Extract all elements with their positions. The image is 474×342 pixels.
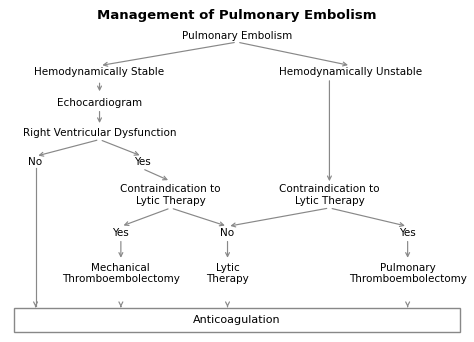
Text: Hemodynamically Unstable: Hemodynamically Unstable [279, 67, 422, 77]
Text: Yes: Yes [399, 227, 416, 238]
Text: Yes: Yes [112, 227, 129, 238]
Text: Anticoagulation: Anticoagulation [193, 315, 281, 325]
Text: No: No [220, 227, 235, 238]
Text: Contraindication to
Lytic Therapy: Contraindication to Lytic Therapy [120, 184, 221, 206]
Text: Yes: Yes [134, 157, 151, 168]
Text: Hemodynamically Stable: Hemodynamically Stable [35, 67, 164, 77]
Text: Management of Pulmonary Embolism: Management of Pulmonary Embolism [97, 9, 377, 22]
Text: Mechanical
Thromboembolectomy: Mechanical Thromboembolectomy [62, 263, 180, 285]
FancyBboxPatch shape [14, 308, 460, 332]
Text: No: No [28, 157, 43, 168]
Text: Pulmonary Embolism: Pulmonary Embolism [182, 31, 292, 41]
Text: Echocardiogram: Echocardiogram [57, 97, 142, 108]
Text: Right Ventricular Dysfunction: Right Ventricular Dysfunction [23, 128, 176, 139]
Text: Pulmonary
Thromboembolectomy: Pulmonary Thromboembolectomy [349, 263, 466, 285]
Text: Lytic
Therapy: Lytic Therapy [206, 263, 249, 285]
Text: Contraindication to
Lytic Therapy: Contraindication to Lytic Therapy [279, 184, 380, 206]
